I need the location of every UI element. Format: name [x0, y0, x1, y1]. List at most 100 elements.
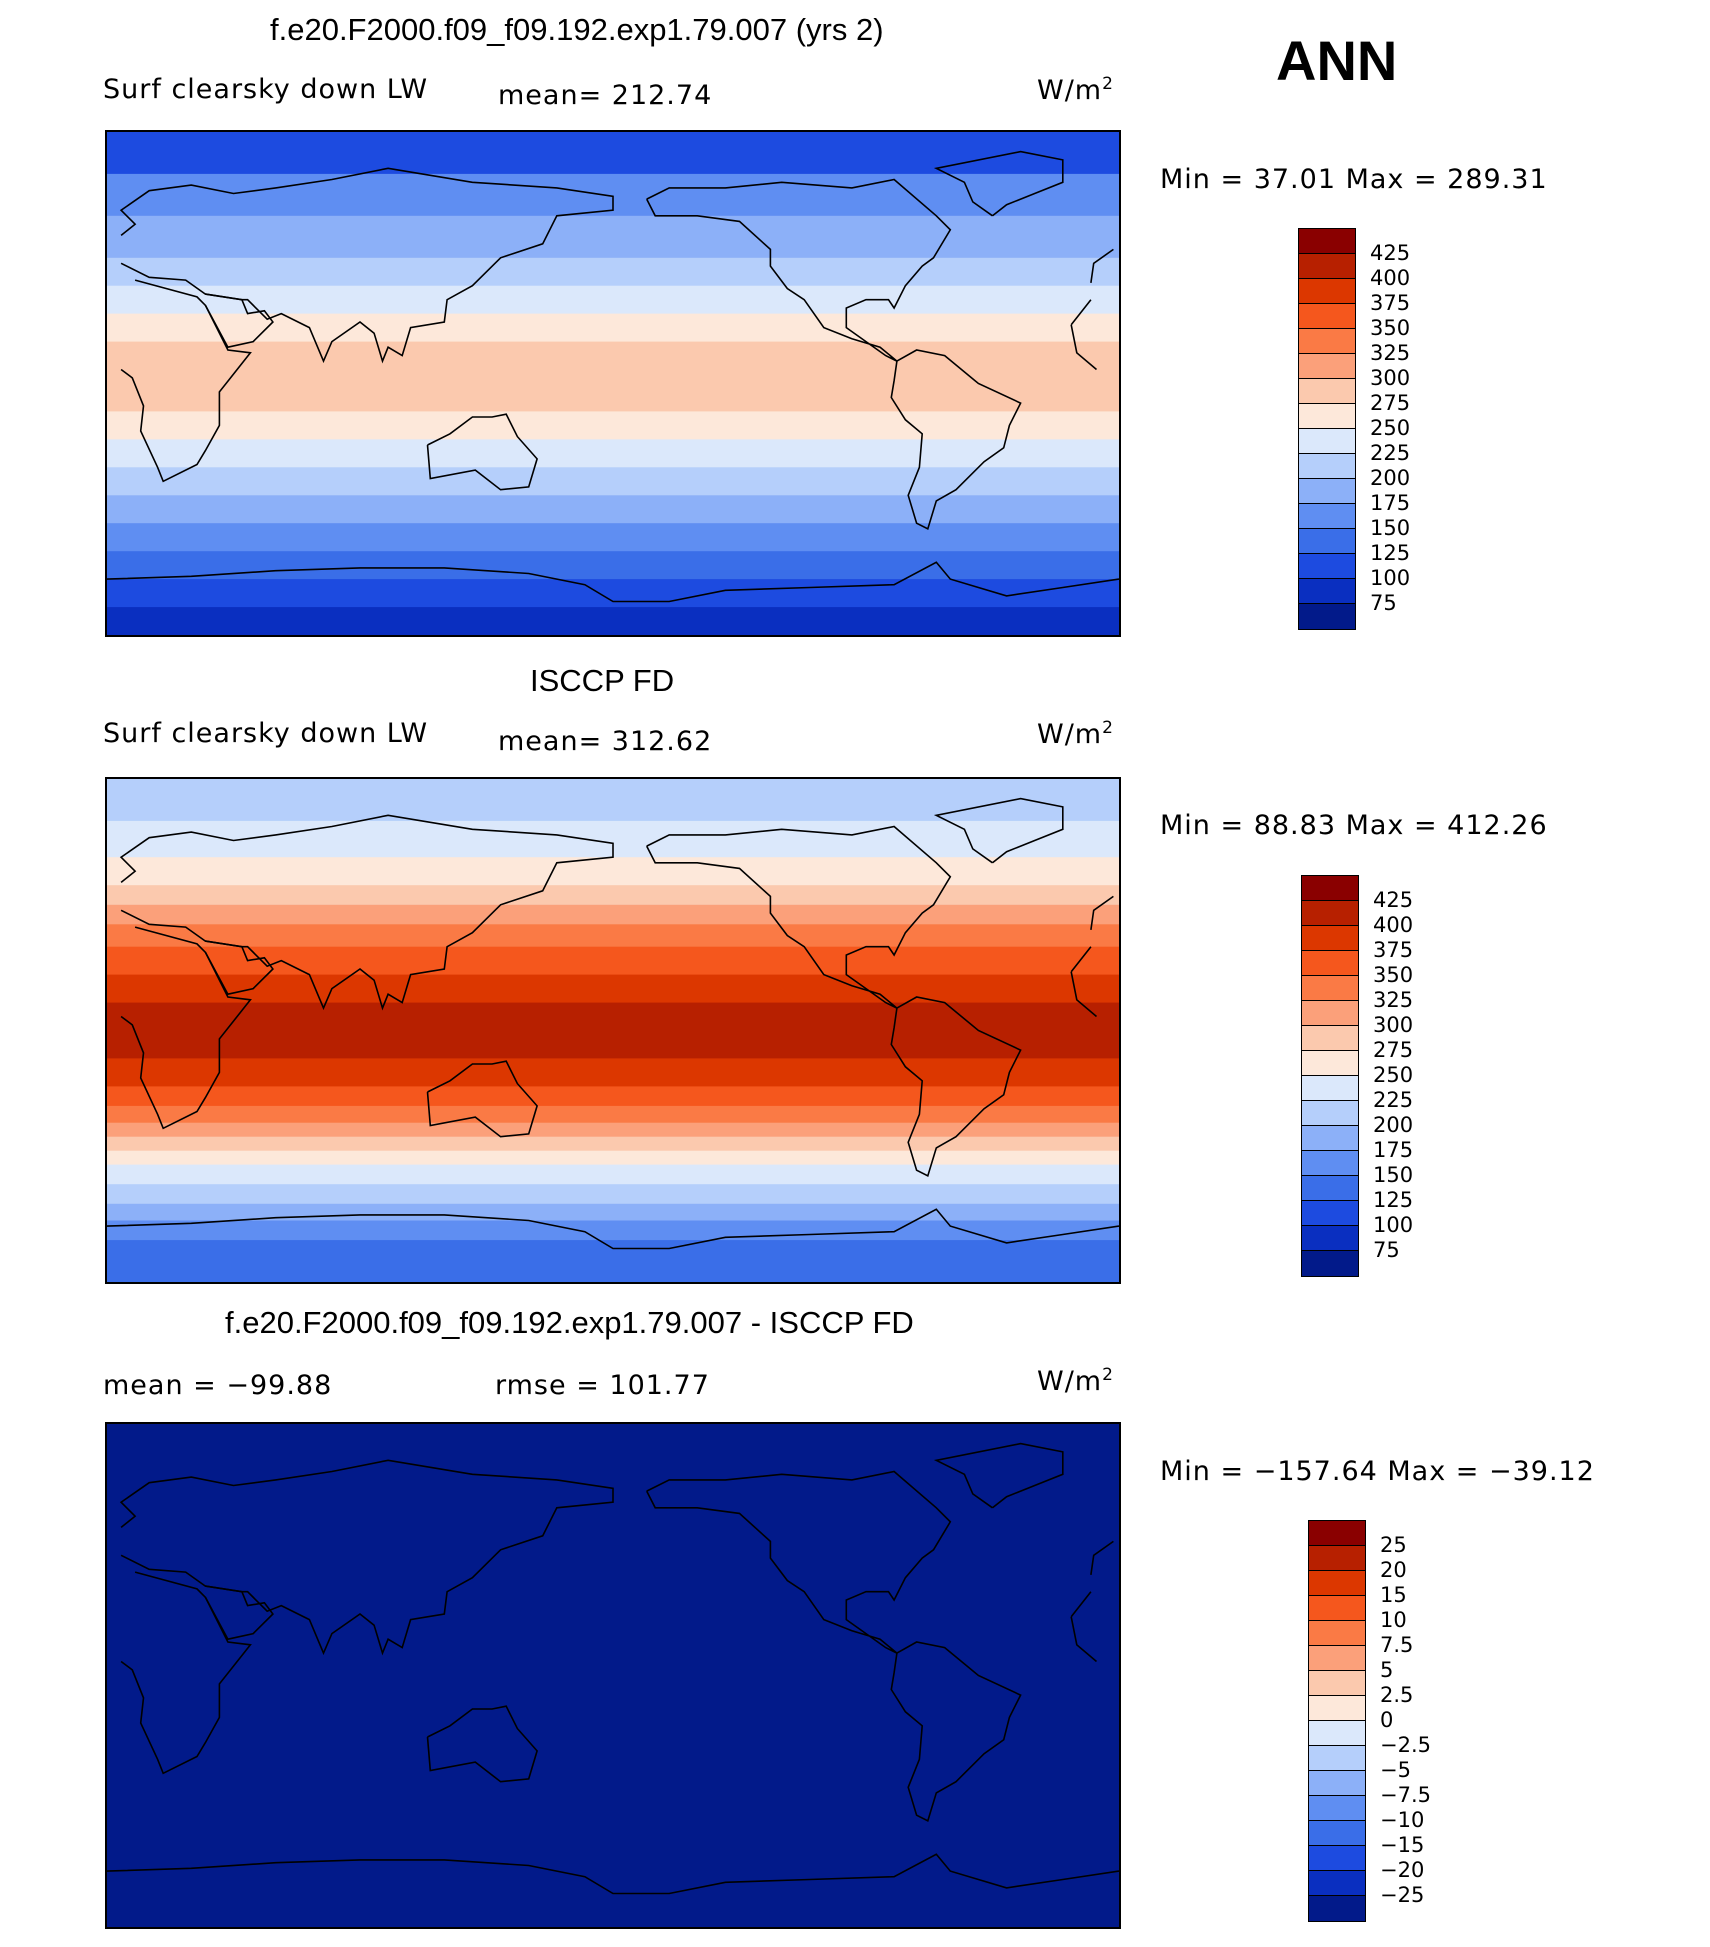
colorbar-swatch: [1298, 403, 1356, 430]
colorbar-swatch: [1308, 1820, 1366, 1847]
field-band-13: [107, 1136, 1119, 1152]
panel-2-map: [105, 777, 1121, 1284]
colorbar-tick-label: 75: [1373, 1238, 1400, 1262]
coastline-2: [204, 293, 274, 349]
field-band-0: [107, 132, 1119, 175]
colorbar-swatch: [1301, 975, 1359, 1002]
coastline-2: [204, 1585, 274, 1641]
field-band-12: [107, 551, 1119, 580]
colorbar-swatch: [1301, 1000, 1359, 1027]
panel-3-rmse-label: rmse = 101.77: [495, 1370, 710, 1401]
coastline-4: [645, 825, 952, 1009]
colorbar-tick-label: 200: [1373, 1113, 1414, 1137]
field-band-11: [107, 523, 1119, 552]
colorbar-tick-label: −25: [1380, 1883, 1425, 1907]
coastline-2: [204, 940, 274, 996]
colorbar-tick-label: 100: [1373, 1213, 1414, 1237]
field-band-3: [107, 257, 1119, 287]
colorbar-tick-label: 425: [1370, 241, 1411, 265]
field-band-8: [107, 1002, 1119, 1060]
field-band-13: [107, 579, 1119, 608]
field-band-14: [107, 1150, 1119, 1166]
field-band-4: [107, 285, 1119, 315]
colorbar-tick-label: 300: [1370, 366, 1411, 390]
colorbar-swatch: [1298, 428, 1356, 455]
field-band-0: [107, 779, 1119, 822]
coastline-4: [645, 1470, 952, 1654]
colorbar-tick-label: −10: [1380, 1808, 1425, 1832]
colorbar-swatch: [1308, 1645, 1366, 1672]
coastline-1: [119, 167, 1114, 364]
colorbar-swatch: [1298, 378, 1356, 405]
field-band-8: [107, 439, 1119, 469]
colorbar-swatch: [1298, 503, 1356, 530]
colorbar-tick-label: 375: [1370, 291, 1411, 315]
coastline-5: [890, 1641, 1022, 1822]
panel-3-mean-label: mean = −99.88: [103, 1370, 333, 1401]
field-band-6: [107, 946, 1119, 976]
colorbar-swatch: [1301, 925, 1359, 952]
colorbar-tick-label: −15: [1380, 1833, 1425, 1857]
colorbar-tick-label: 10: [1380, 1608, 1407, 1632]
coastline-6: [933, 150, 1064, 217]
field-band-11: [107, 1105, 1119, 1124]
colorbar-swatch: [1301, 875, 1359, 902]
panel-2-title: ISCCP FD: [530, 663, 675, 698]
field-band-16: [107, 1184, 1119, 1205]
colorbar-swatch: [1298, 553, 1356, 580]
colorbar-tick-label: 400: [1370, 266, 1411, 290]
colorbar-swatch: [1298, 478, 1356, 505]
colorbar-tick-label: 350: [1373, 963, 1414, 987]
colorbar-swatch: [1308, 1770, 1366, 1797]
season-label: ANN: [1276, 29, 1398, 92]
colorbar-swatch: [1298, 453, 1356, 480]
colorbar-tick-label: 250: [1373, 1063, 1414, 1087]
colorbar-swatch: [1298, 228, 1356, 255]
panel-2-mean-label: mean= 312.62: [498, 726, 713, 757]
colorbar-tick-label: 275: [1370, 391, 1411, 415]
colorbar-tick-label: 225: [1373, 1088, 1414, 1112]
field-band-7: [107, 411, 1119, 441]
colorbar-swatch: [1301, 1125, 1359, 1152]
colorbar-tick-label: 5: [1380, 1658, 1394, 1682]
colorbar-swatch: [1308, 1520, 1366, 1547]
colorbar-swatch: [1301, 1075, 1359, 1102]
colorbar-swatch: [1301, 1200, 1359, 1227]
colorbar-tick-label: 175: [1370, 491, 1411, 515]
colorbar-tick-label: 325: [1373, 988, 1414, 1012]
field-band-12: [107, 1122, 1119, 1138]
colorbar-tick-label: 250: [1370, 416, 1411, 440]
field-band-9: [107, 1058, 1119, 1088]
field-band-14: [107, 607, 1119, 635]
colorbar-tick-label: 150: [1370, 516, 1411, 540]
coastline-6: [933, 797, 1064, 864]
colorbar-tick-label: −5: [1380, 1758, 1411, 1782]
field-band-17: [107, 1203, 1119, 1222]
colorbar-tick-label: −20: [1380, 1858, 1425, 1882]
coastline-3: [426, 413, 538, 491]
colorbar-swatch: [1301, 1250, 1359, 1277]
colorbar-tick-label: −2.5: [1380, 1733, 1431, 1757]
colorbar-tick-label: 200: [1370, 466, 1411, 490]
colorbar-tick-label: 325: [1370, 341, 1411, 365]
colorbar-swatch: [1308, 1720, 1366, 1747]
colorbar-tick-label: 0: [1380, 1708, 1394, 1732]
colorbar-swatch: [1301, 900, 1359, 927]
colorbar-swatch: [1301, 1050, 1359, 1077]
panel-1-variable-label: Surf clearsky down LW: [103, 74, 429, 105]
panel-1-title: f.e20.F2000.f09_f09.192.exp1.79.007 (yrs…: [270, 12, 884, 47]
colorbar-swatch: [1308, 1545, 1366, 1572]
field-band-3: [107, 885, 1119, 906]
colorbar-swatch: [1298, 278, 1356, 305]
colorbar-swatch: [1308, 1870, 1366, 1897]
coastline-3: [426, 1060, 538, 1138]
field-band-7: [107, 974, 1119, 1004]
field-band-10: [107, 1086, 1119, 1107]
colorbar-tick-label: 275: [1373, 1038, 1414, 1062]
coastline-5: [890, 996, 1022, 1177]
colorbar-tick-label: 7.5: [1380, 1633, 1414, 1657]
field-band-2: [107, 857, 1119, 886]
colorbar-swatch: [1308, 1845, 1366, 1872]
coastline-1: [119, 1459, 1114, 1656]
coastline-7: [107, 561, 1119, 603]
